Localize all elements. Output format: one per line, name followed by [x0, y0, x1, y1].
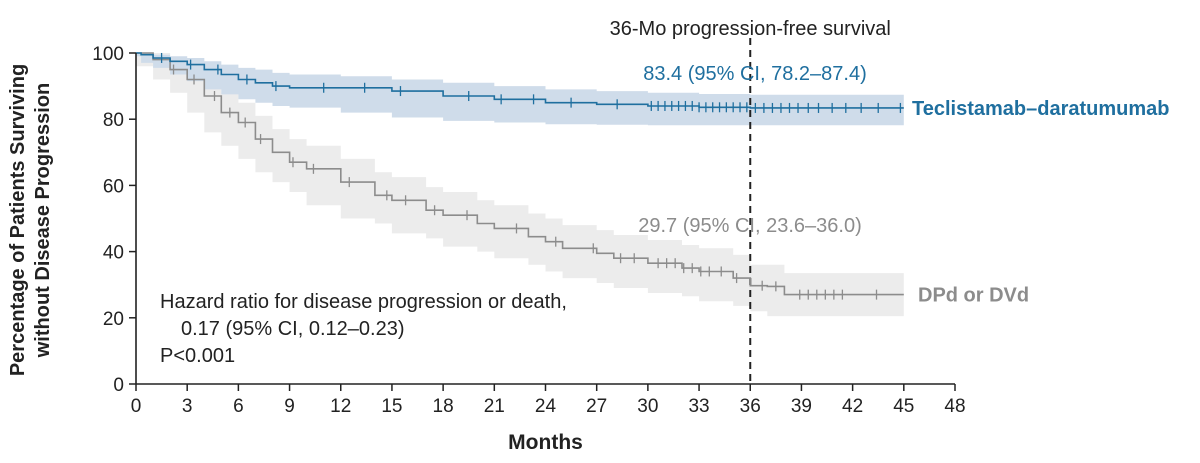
hazard-ratio-line2: 0.17 (95% CI, 0.12–0.23) — [181, 318, 404, 340]
censor-marks — [160, 52, 902, 300]
hazard-ratio-line1: Hazard ratio for disease progression or … — [160, 291, 567, 313]
y-tick-label-0: 0 — [113, 375, 124, 396]
axes — [129, 52, 956, 391]
x-tick-label-10: 30 — [637, 396, 658, 417]
y-axis-label-line2: without Disease Progression — [32, 83, 54, 359]
comparator-estimate-label: 29.7 (95% CI, 23.6–36.0) — [638, 215, 861, 237]
x-tick-label-11: 33 — [688, 396, 709, 417]
x-tick-label-3: 9 — [284, 396, 295, 417]
x-tick-label-9: 27 — [586, 396, 607, 417]
x-tick-label-5: 15 — [381, 396, 402, 417]
y-tick-label-5: 100 — [92, 44, 124, 65]
y-tick-label-3: 60 — [103, 176, 124, 197]
teclistamab-estimate-label: 83.4 (95% CI, 78.2–87.4) — [643, 63, 866, 85]
ci-band-series-1 — [136, 53, 904, 317]
chart-text: 0 3 6 9 12 15 18 21 24 27 30 33 36 39 42 45 480204060801… — [7, 18, 1170, 454]
series-label-teclistamab: Teclistamab–daratumumab — [912, 98, 1170, 120]
x-tick-label-12: 36 — [740, 396, 761, 417]
p-value: P<0.001 — [160, 345, 235, 367]
y-axis-label-line1: Percentage of Patients Surviving — [7, 64, 29, 376]
reference-line-label: 36-Mo progression-free survival — [610, 18, 891, 40]
x-tick-label-16: 48 — [944, 396, 965, 417]
km-curve-series-1 — [136, 52, 904, 296]
x-tick-label-2: 6 — [233, 396, 244, 417]
x-tick-label-0: 0 — [131, 396, 142, 417]
y-tick-label-4: 80 — [103, 110, 124, 131]
ci-bands — [136, 53, 904, 317]
x-tick-label-1: 3 — [182, 396, 193, 417]
y-tick-label-2: 40 — [103, 243, 124, 264]
x-tick-label-8: 24 — [535, 396, 557, 417]
x-tick-label-14: 42 — [842, 396, 863, 417]
series-label-comparator: DPd or DVd — [918, 285, 1029, 307]
x-tick-label-4: 12 — [330, 396, 351, 417]
x-tick-label-15: 45 — [893, 396, 914, 417]
y-tick-label-1: 20 — [103, 309, 124, 330]
x-tick-label-6: 18 — [433, 396, 454, 417]
x-tick-label-13: 39 — [791, 396, 812, 417]
x-tick-label-7: 21 — [484, 396, 505, 417]
x-axis-label: Months — [508, 431, 583, 454]
